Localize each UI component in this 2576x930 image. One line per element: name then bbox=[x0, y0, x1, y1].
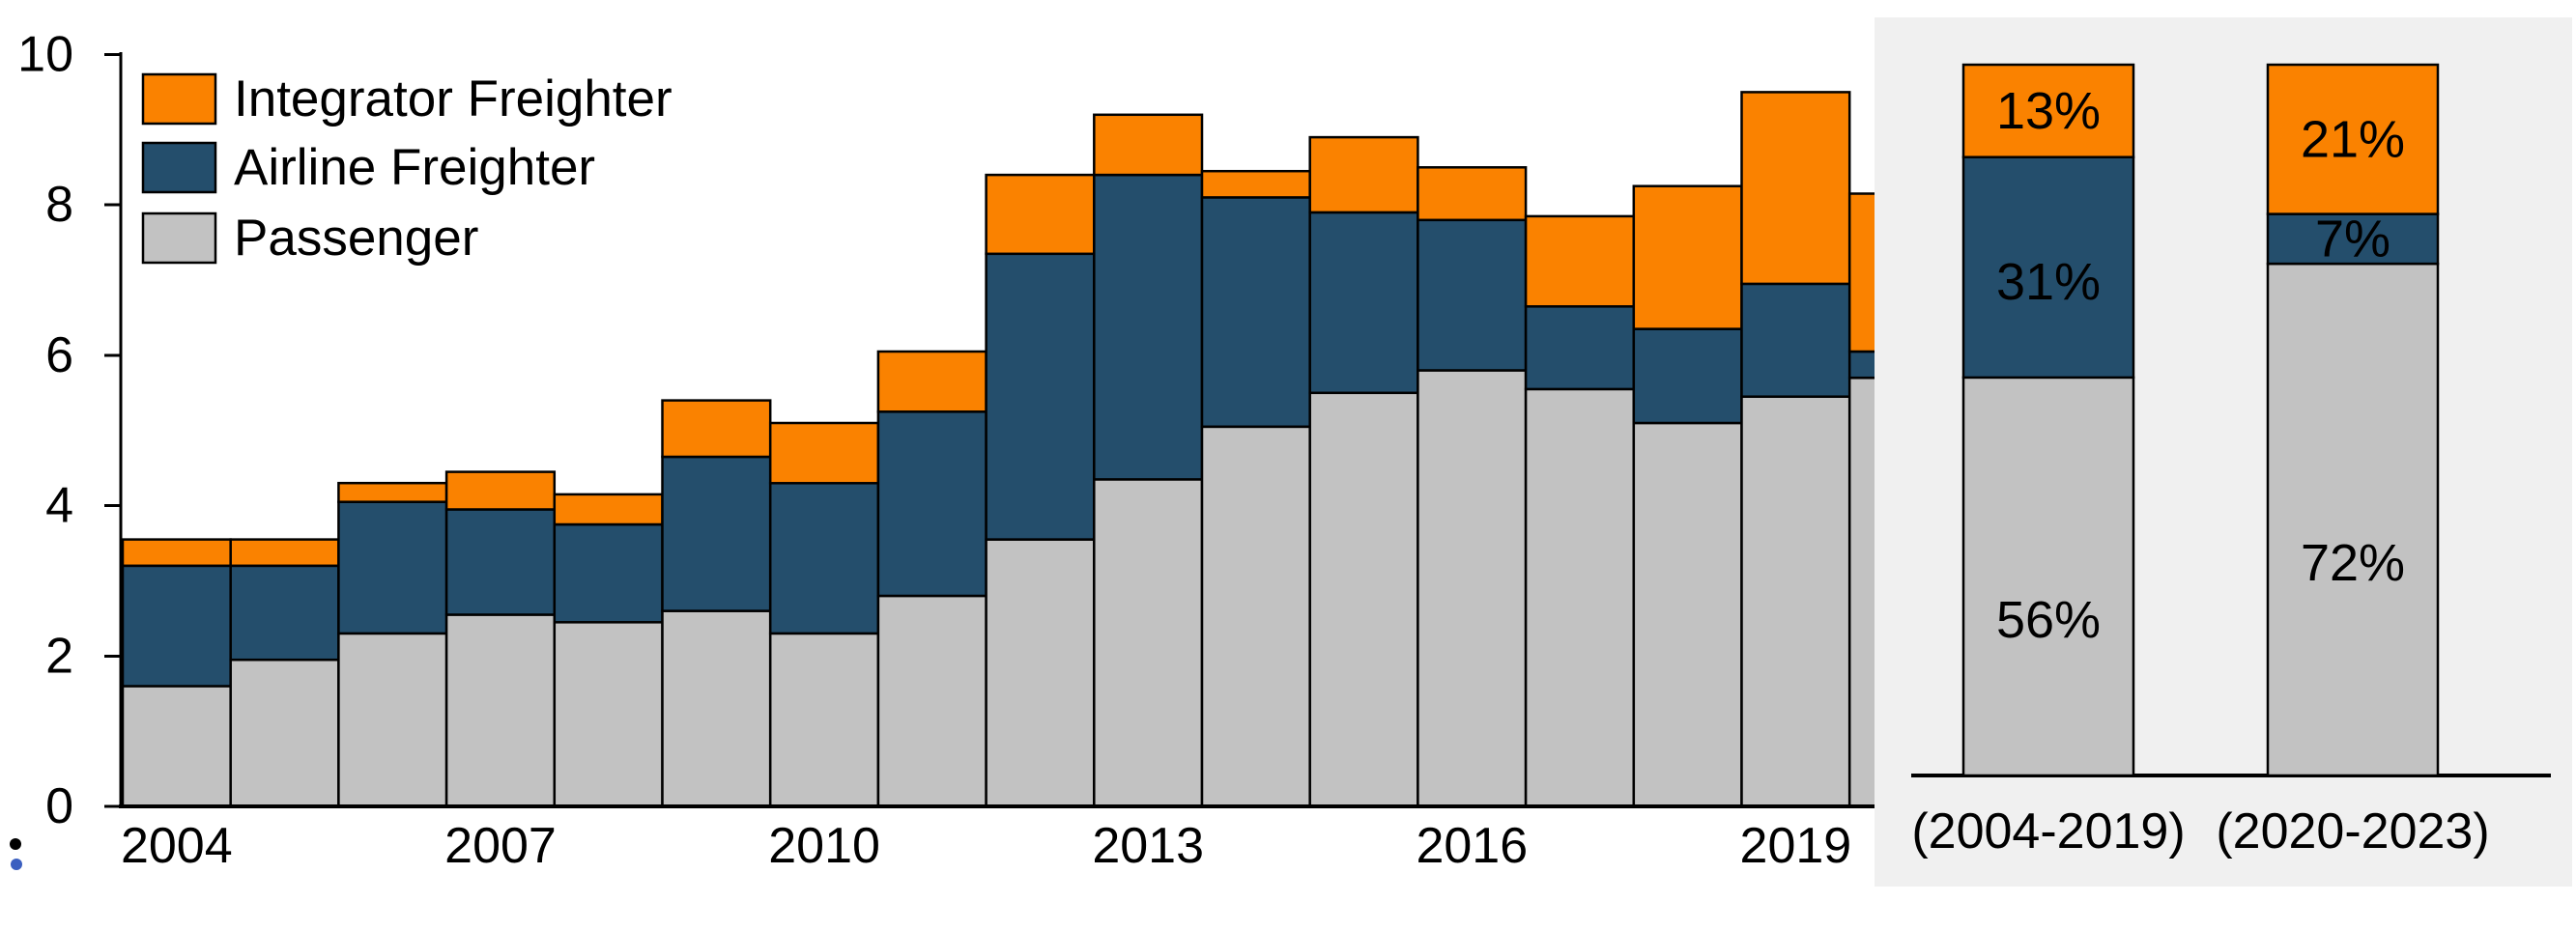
y-tick-label-2: 2 bbox=[45, 628, 73, 684]
share-label--2004-2019--passenger: 56% bbox=[1996, 591, 2101, 649]
bar-2015-integrator-freighter bbox=[1308, 135, 1419, 214]
share-bar--2020-2023--integrator-freighter bbox=[2266, 63, 2440, 215]
bar-2007-integrator-freighter bbox=[444, 470, 557, 511]
legend-swatch-airline-freighter-icon bbox=[141, 141, 217, 194]
bars-group bbox=[121, 91, 1960, 808]
share-bar--2020-2023--airline-freighter bbox=[2266, 212, 2440, 266]
x-tick-label-2019: 2019 bbox=[1740, 818, 1852, 874]
fleet-by-year-chart: 0 2 4 6 8 10 2004 2007 2010 2013 2016 2019 Integra… bbox=[10, 27, 1960, 874]
bar-2011-integrator-freighter bbox=[876, 350, 987, 413]
x-axis-labels: 2004 2007 2010 2013 2016 2019 bbox=[121, 818, 1851, 874]
bar-2018-integrator-freighter bbox=[1632, 184, 1743, 330]
bar-2005-integrator-freighter bbox=[229, 538, 340, 568]
bar-2019-airline-freighter bbox=[1740, 282, 1851, 398]
bar-2006-passenger bbox=[337, 632, 448, 808]
bar-2013-integrator-freighter bbox=[1093, 113, 1204, 177]
bar-2014-integrator-freighter bbox=[1200, 169, 1311, 199]
bar-2004-passenger bbox=[121, 685, 232, 808]
bar-2009-airline-freighter bbox=[661, 455, 772, 612]
legend-swatch-passenger-icon bbox=[141, 211, 217, 265]
bar-2017-integrator-freighter bbox=[1524, 214, 1636, 308]
share-category-label--2004-2019-: (2004-2019) bbox=[1911, 803, 2185, 860]
bar-2012-integrator-freighter bbox=[985, 173, 1096, 256]
y-axis-ticks: 0 2 4 6 8 10 bbox=[17, 27, 120, 834]
bar-2007-airline-freighter bbox=[444, 508, 557, 616]
share-category-label--2020-2023-: (2020-2023) bbox=[2216, 803, 2489, 860]
bar-2019-passenger bbox=[1740, 395, 1851, 808]
bar-2015-passenger bbox=[1308, 391, 1419, 808]
legend-label-passenger: Passenger bbox=[234, 210, 478, 267]
x-tick-label-2016: 2016 bbox=[1416, 818, 1528, 874]
bar-2014-passenger bbox=[1200, 425, 1311, 808]
bar-2010-passenger bbox=[768, 632, 880, 808]
bar-2014-airline-freighter bbox=[1200, 196, 1311, 429]
bar-2009-passenger bbox=[661, 609, 772, 808]
share-bar--2004-2019--passenger bbox=[1961, 376, 2135, 777]
bar-2017-passenger bbox=[1524, 387, 1636, 808]
legend: Integrator Freighter Airline Freighter P… bbox=[141, 70, 673, 267]
x-tick-label-2007: 2007 bbox=[444, 818, 557, 874]
share-label--2020-2023--passenger: 72% bbox=[2301, 534, 2405, 592]
bar-2013-airline-freighter bbox=[1093, 173, 1204, 481]
bar-2019-integrator-freighter bbox=[1740, 91, 1851, 286]
legend-swatch-integrator-freighter-icon bbox=[141, 72, 217, 126]
bar-2016-airline-freighter bbox=[1417, 218, 1528, 372]
bar-2008-passenger bbox=[553, 621, 664, 808]
bar-2004-airline-freighter bbox=[121, 564, 232, 688]
bar-2005-passenger bbox=[229, 658, 340, 808]
bar-2016-passenger bbox=[1417, 369, 1528, 808]
share-panel-bars bbox=[1961, 63, 2440, 777]
bar-2009-integrator-freighter bbox=[661, 399, 772, 459]
bar-2006-integrator-freighter bbox=[337, 481, 448, 503]
y-tick-label-0: 0 bbox=[45, 778, 73, 834]
fleet-share-panel: 56% 31% 13% (2004-2019) 72% 7% 21% (2020-2023) bbox=[1875, 17, 2572, 887]
x-tick-label-2010: 2010 bbox=[768, 818, 880, 874]
share-label--2004-2019--integrator-freighter: 13% bbox=[1996, 82, 2101, 140]
share-label--2020-2023--airline-freighter: 7% bbox=[2315, 210, 2390, 268]
stray-colon-mark bbox=[10, 838, 22, 870]
y-tick-label-10: 10 bbox=[17, 27, 73, 83]
bar-2008-integrator-freighter bbox=[553, 493, 664, 526]
share-label--2004-2019--airline-freighter: 31% bbox=[1996, 253, 2101, 311]
share-bar--2020-2023--passenger bbox=[2266, 262, 2440, 777]
share-bar--2004-2019--integrator-freighter bbox=[1961, 63, 2135, 158]
bar-2010-airline-freighter bbox=[768, 481, 880, 635]
bar-2010-integrator-freighter bbox=[768, 421, 880, 485]
x-tick-label-2004: 2004 bbox=[121, 818, 233, 874]
legend-label-airline-freighter: Airline Freighter bbox=[234, 139, 595, 196]
bar-2008-airline-freighter bbox=[553, 522, 664, 624]
bar-2007-passenger bbox=[444, 613, 557, 808]
share-panel-labels: 56% 31% 13% (2004-2019) 72% 7% 21% (2020-2023) bbox=[1911, 82, 2489, 860]
bar-2016-integrator-freighter bbox=[1417, 166, 1528, 222]
bar-2017-airline-freighter bbox=[1524, 305, 1636, 391]
share-bar--2004-2019--airline-freighter bbox=[1961, 155, 2135, 380]
bar-2018-airline-freighter bbox=[1632, 327, 1743, 425]
bar-2004-integrator-freighter bbox=[121, 538, 232, 568]
bar-2012-airline-freighter bbox=[985, 252, 1096, 541]
bar-2013-passenger bbox=[1093, 478, 1204, 808]
x-tick-label-2013: 2013 bbox=[1092, 818, 1204, 874]
y-tick-label-8: 8 bbox=[45, 177, 73, 233]
stray-colon-dot-top bbox=[10, 838, 21, 850]
legend-label-integrator-freighter: Integrator Freighter bbox=[234, 70, 673, 127]
bar-2006-airline-freighter bbox=[337, 500, 448, 635]
y-tick-label-6: 6 bbox=[45, 327, 73, 383]
y-tick-label-4: 4 bbox=[45, 478, 73, 534]
bar-2015-airline-freighter bbox=[1308, 211, 1419, 395]
share-label--2020-2023--integrator-freighter: 21% bbox=[2301, 110, 2405, 168]
bar-2012-passenger bbox=[985, 538, 1096, 808]
stray-colon-dot-bottom bbox=[11, 859, 22, 870]
bar-2018-passenger bbox=[1632, 421, 1743, 808]
bar-2011-passenger bbox=[876, 594, 987, 808]
bar-2005-airline-freighter bbox=[229, 564, 340, 662]
bar-2011-airline-freighter bbox=[876, 410, 987, 598]
